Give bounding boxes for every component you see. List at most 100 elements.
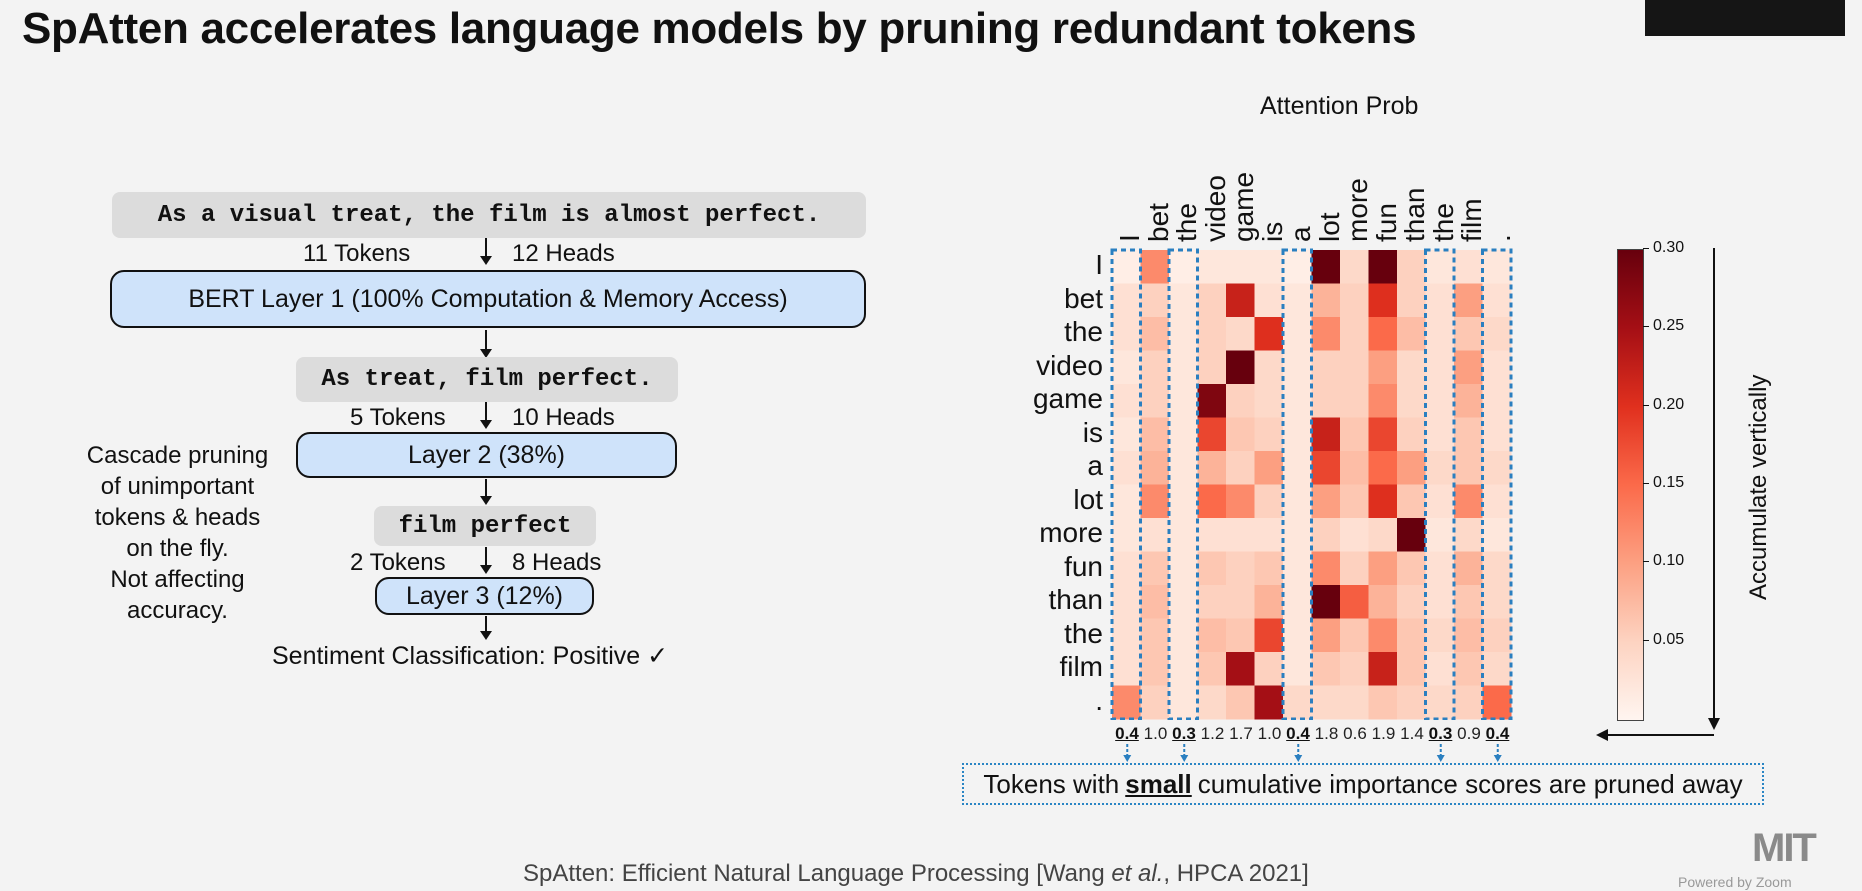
heatmap-cell — [1283, 585, 1312, 619]
heatmap-cell — [1454, 283, 1483, 318]
heatmap-cell — [1368, 451, 1398, 485]
heatmap-cell — [1311, 317, 1341, 351]
colorbar-tick: 0.20 — [1642, 395, 1685, 413]
column-label: fun — [1370, 203, 1402, 242]
heatmap-cell — [1425, 551, 1455, 586]
heatmap-cell — [1311, 518, 1341, 552]
heatmap-cell — [1112, 250, 1141, 284]
heatmap-cell — [1140, 250, 1170, 284]
heatmap-cell — [1112, 417, 1141, 452]
heatmap-cell — [1368, 283, 1398, 318]
heatmap-cell — [1397, 585, 1426, 619]
heatmap-cell — [1425, 417, 1455, 452]
heatmap-cell — [1140, 451, 1170, 485]
heatmap-cell — [1425, 652, 1455, 686]
heatmap-cell — [1226, 451, 1255, 485]
heatmap-cell — [1482, 317, 1512, 351]
heatmap-cell — [1254, 551, 1284, 586]
row-label: the — [1064, 316, 1103, 347]
column-label: game — [1228, 171, 1259, 242]
heatmap-cell — [1454, 618, 1483, 653]
column-label: a — [1285, 226, 1316, 242]
heatmap-cell — [1254, 585, 1284, 619]
heatmap-cell — [1226, 551, 1255, 586]
heatmap-cell — [1226, 585, 1255, 619]
heatmap-cell — [1482, 518, 1512, 552]
heatmap-cell — [1140, 283, 1170, 318]
heatmap-cell — [1254, 518, 1284, 552]
heatmap-cell — [1226, 350, 1255, 385]
heatmap-cell — [1368, 618, 1398, 653]
citation-suffix: , HPCA 2021] — [1163, 860, 1309, 887]
heatmap-cell — [1454, 484, 1483, 519]
video-thumbnail[interactable] — [1645, 0, 1845, 36]
citation-italic: et al. — [1111, 860, 1164, 887]
heatmap-cell — [1112, 283, 1141, 318]
colorbar-tick: 0.10 — [1642, 552, 1685, 570]
heatmap-cell — [1254, 618, 1284, 653]
layer-3: Layer 3 (12%) — [375, 577, 594, 615]
citation-prefix: SpAtten: Efficient Natural Language Proc… — [523, 860, 1112, 887]
heatmap-cell — [1197, 350, 1227, 385]
column-score: 0.4 — [1115, 724, 1139, 743]
heatmap-cell — [1140, 384, 1170, 418]
heatmap-cell — [1197, 685, 1227, 720]
heatmap-cell — [1340, 283, 1369, 318]
row-label: is — [1082, 416, 1103, 448]
colorbar-tick: 0.30 — [1642, 239, 1685, 256]
heatmap-cell — [1283, 451, 1312, 485]
heatmap-cell — [1283, 250, 1312, 284]
pruned-note-prefix: Tokens with — [983, 768, 1120, 799]
heatmap-cell — [1368, 384, 1398, 418]
heatmap-cell — [1169, 283, 1198, 318]
heatmap-cell — [1340, 484, 1369, 519]
heatmap-cell — [1197, 283, 1227, 318]
pruned-note-suffix: cumulative importance scores are pruned … — [1197, 768, 1743, 799]
heatmap-cell — [1311, 350, 1341, 385]
heatmap-cell — [1140, 317, 1170, 351]
row-label: more — [1039, 517, 1103, 548]
heatmap-cell — [1140, 585, 1170, 619]
bert-layer-1: BERT Layer 1 (100% Computation & Memory … — [110, 270, 866, 328]
prune-arrow — [1493, 744, 1502, 762]
column-score: 0.3 — [1172, 724, 1196, 743]
heatmap-cell — [1454, 384, 1483, 418]
heatmap-cell — [1397, 652, 1426, 686]
heatmap-cell — [1254, 350, 1284, 385]
column-score: 1.7 — [1229, 724, 1253, 743]
column-score: 1.4 — [1400, 724, 1424, 743]
row-label: a — [1087, 450, 1103, 481]
heatmap-cell — [1340, 417, 1369, 452]
heatmap-cell — [1169, 685, 1198, 720]
heatmap-cell — [1226, 618, 1255, 653]
heatmap-cell — [1254, 384, 1284, 418]
sentence-full: As a visual treat, the film is almost pe… — [112, 192, 866, 238]
heatmap-cell — [1397, 484, 1426, 519]
heatmap-cell — [1482, 551, 1512, 586]
heatmap-cell — [1283, 417, 1312, 452]
heatmap-cell — [1169, 417, 1198, 452]
heatmap-cell — [1169, 384, 1198, 418]
heatmap-cell — [1254, 283, 1284, 318]
heatmap-cell — [1140, 652, 1170, 686]
heatmap-cell — [1283, 618, 1312, 653]
heatmap-cell — [1397, 384, 1426, 418]
heatmap-cell — [1112, 484, 1141, 519]
heatmap-cell — [1283, 317, 1312, 351]
column-label: bet — [1142, 203, 1174, 242]
heatmap-cell — [1368, 652, 1398, 686]
heatmap-cell — [1482, 451, 1512, 485]
colorbar-tick: 0.15 — [1642, 474, 1685, 491]
heatmap-cell — [1169, 585, 1198, 619]
heatmap-cell — [1397, 417, 1426, 452]
heatmap-cell — [1283, 652, 1312, 686]
heatmap-cell — [1454, 685, 1483, 720]
heatmap-cell — [1169, 350, 1198, 385]
arrow-3 — [480, 402, 492, 429]
heatmap-cell — [1112, 317, 1141, 351]
heatmap-cell — [1311, 384, 1341, 418]
heatmap-cell — [1340, 618, 1369, 653]
heatmap-cell — [1368, 417, 1398, 452]
heatmap-cell — [1397, 685, 1426, 720]
heatmap-cell — [1425, 518, 1455, 552]
